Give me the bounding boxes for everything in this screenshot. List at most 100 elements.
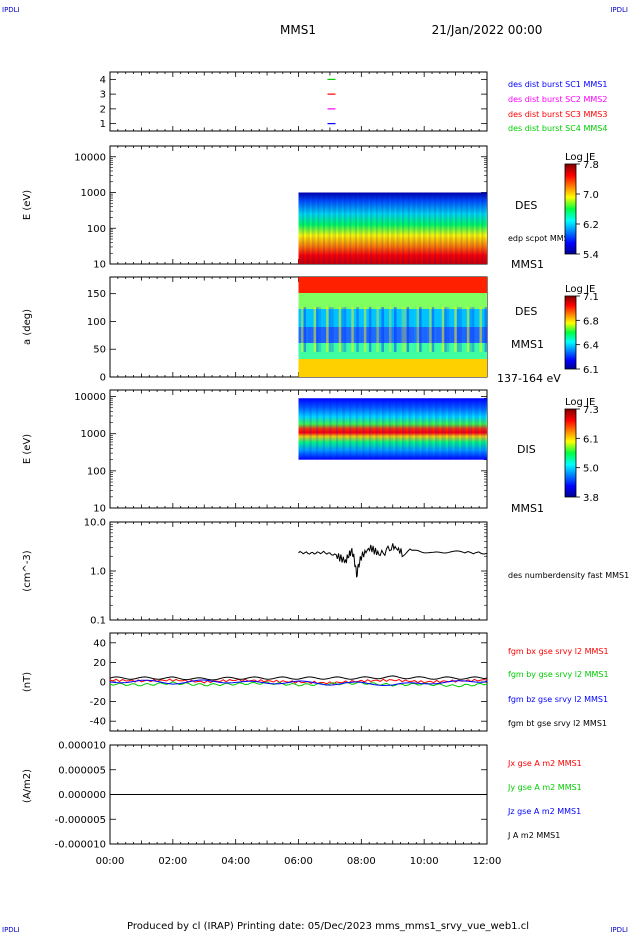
heatmap-texture-stripe	[421, 193, 423, 264]
heatmap-texture-stripe	[400, 398, 402, 459]
heatmap-texture-stripe	[452, 398, 454, 459]
heatmap-texture-stripe	[462, 193, 464, 264]
heatmap-texture-stripe	[408, 398, 411, 460]
heatmap-pitch-band	[298, 277, 487, 293]
heatmap-texture-stripe	[349, 192, 352, 264]
heatmap-texture-stripe	[325, 193, 327, 264]
heatmap-texture-stripe	[415, 193, 417, 264]
y-tick-label: 2	[100, 104, 106, 115]
heatmap-texture-stripe	[459, 307, 462, 352]
heatmap-texture-stripe	[368, 398, 372, 460]
heatmap-texture-stripe	[400, 193, 402, 264]
x-tick-label: 06:00	[284, 856, 313, 867]
y-tick-label: 3	[100, 90, 106, 101]
legend-entry: Jz gse A m2 MMS1	[507, 807, 581, 816]
fgm-series-line	[109, 679, 488, 687]
x-tick-label: 10:00	[410, 856, 439, 867]
heatmap-pitch-band	[298, 327, 487, 343]
heatmap-texture-stripe	[387, 192, 389, 264]
heatmap-texture-stripe	[364, 398, 367, 460]
heatmap-texture-stripe	[444, 307, 447, 352]
y-tick-label: 150	[87, 289, 106, 300]
heatmap-texture-stripe	[443, 398, 446, 460]
heatmap-texture-stripe	[321, 193, 323, 264]
heatmap-texture-stripe	[456, 192, 459, 264]
heatmap-texture-stripe	[439, 192, 442, 264]
heatmap-texture-stripe	[347, 398, 349, 459]
heatmap-texture-stripe	[343, 307, 347, 352]
x-tick-label: 04:00	[221, 856, 250, 867]
heatmap-texture-stripe	[413, 192, 416, 264]
spacecraft-label: MMS1	[511, 338, 544, 351]
heatmap-pitch-band	[298, 293, 487, 309]
heatmap-texture-stripe	[311, 307, 314, 352]
heatmap-texture-stripe	[306, 192, 308, 264]
heatmap-texture-stripe	[299, 193, 301, 264]
heatmap-texture-stripe	[343, 192, 346, 264]
heatmap-texture-stripe	[374, 193, 376, 264]
heatmap-texture-stripe	[353, 307, 357, 352]
heatmap-texture-stripe	[437, 307, 440, 352]
heatmap-texture-stripe	[437, 192, 440, 264]
heatmap-texture-stripe	[451, 192, 454, 264]
heatmap-texture-stripe	[430, 398, 433, 460]
heatmap-texture-stripe	[298, 307, 302, 352]
heatmap-texture-stripe	[426, 307, 430, 352]
heatmap-texture-stripe	[426, 398, 428, 459]
heatmap-texture-stripe	[392, 192, 395, 264]
heatmap-texture-stripe	[364, 192, 367, 264]
legend-entry: des numberdensity fast MMS1	[508, 571, 629, 580]
heatmap-texture-stripe	[481, 307, 485, 352]
heatmap-texture-stripe	[479, 193, 481, 264]
heatmap-texture-stripe	[404, 398, 407, 460]
heatmap-texture-stripe	[328, 192, 331, 264]
y-axis-label: a (deg)	[22, 309, 33, 345]
heatmap-texture-stripe	[331, 307, 334, 352]
heatmap-texture-stripe	[368, 193, 370, 264]
legend-entry: des dist burst SC1 MMS1	[508, 80, 607, 89]
legend-entry: fgm bz gse srvy l2 MMS1	[508, 695, 608, 704]
y-tick-label: 0.000000	[58, 790, 106, 801]
heatmap-texture-stripe	[429, 307, 432, 352]
heatmap-texture-stripe	[411, 307, 415, 352]
heatmap-texture-stripe	[333, 307, 337, 352]
y-tick-label: -40	[90, 717, 106, 728]
heatmap-texture-stripe	[411, 192, 414, 264]
heatmap-texture-stripe	[395, 193, 397, 264]
heatmap-texture-stripe	[355, 398, 358, 460]
instrument-label: DES	[515, 305, 537, 318]
instrument-label: DIS	[517, 443, 536, 456]
heatmap-texture-stripe	[428, 192, 431, 264]
heatmap-texture-stripe	[307, 192, 310, 264]
heatmap-texture-stripe	[386, 307, 389, 352]
colorbar-tick-label: 6.1	[583, 434, 599, 445]
heatmap-texture-stripe	[313, 307, 317, 352]
heatmap-texture-stripe	[316, 398, 319, 460]
heatmap-texture-stripe	[454, 192, 457, 264]
heatmap-texture-stripe	[351, 307, 354, 352]
heatmap-texture-stripe	[445, 192, 448, 264]
colorbar-title: Log JE	[565, 284, 595, 295]
heatmap-des-energy	[298, 192, 487, 264]
heatmap-texture-stripe	[335, 398, 339, 460]
density-series-line	[298, 543, 488, 578]
heatmap-texture-stripe	[299, 398, 301, 459]
heatmap-texture-stripe	[318, 398, 321, 460]
y-tick-label: 0	[100, 373, 106, 384]
heatmap-texture-stripe	[437, 398, 440, 460]
heatmap-texture-stripe	[419, 192, 422, 264]
heatmap-texture-stripe	[326, 192, 329, 264]
heatmap-texture-stripe	[417, 192, 420, 264]
y-tick-label: 0.000005	[58, 765, 106, 776]
heatmap-texture-stripe	[484, 307, 487, 352]
legend-entry: J A m2 MMS1	[507, 831, 560, 840]
y-tick-label: 50	[93, 345, 106, 356]
heatmap-texture-stripe	[360, 192, 363, 264]
y-tick-label: 100	[87, 466, 106, 477]
heatmap-texture-stripe	[470, 398, 473, 460]
heatmap-texture-stripe	[415, 398, 418, 460]
colorbar-tick-label: 7.1	[583, 292, 599, 303]
heatmap-texture-stripe	[305, 398, 307, 459]
heatmap-texture-stripe	[323, 192, 325, 264]
colorbar-title: Log JE	[565, 397, 595, 408]
